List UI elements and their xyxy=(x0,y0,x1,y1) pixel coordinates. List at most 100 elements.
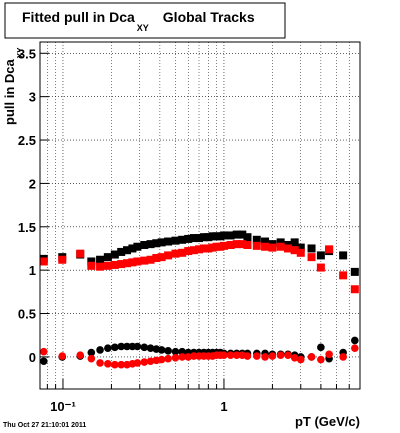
chart-title: Fitted pull in DcaXY Global Tracks xyxy=(22,9,255,33)
circle-marker xyxy=(351,336,359,345)
square-marker xyxy=(117,260,126,269)
circle-marker xyxy=(351,344,359,353)
title-box xyxy=(4,2,286,39)
square-marker xyxy=(284,244,293,253)
circle-marker xyxy=(117,360,125,369)
circle-marker xyxy=(220,351,228,359)
circle-marker xyxy=(157,355,166,364)
square-marker xyxy=(123,259,132,268)
circle-marker xyxy=(171,353,180,362)
y-tick-label: 3.5 xyxy=(18,46,36,61)
square-marker xyxy=(152,254,161,263)
circle-marker xyxy=(76,351,85,359)
circle-marker xyxy=(96,346,104,354)
square-marker xyxy=(58,255,67,264)
circle-marker xyxy=(290,353,299,362)
x-axis-label: pT (GeV/c) xyxy=(295,414,360,429)
square-marker xyxy=(219,241,228,250)
y-tick-label: 2.5 xyxy=(18,133,36,148)
square-marker xyxy=(178,248,187,257)
square-marker xyxy=(96,255,105,264)
circle-marker xyxy=(171,347,180,356)
square-marker xyxy=(204,244,213,253)
square-marker xyxy=(261,242,270,251)
circle-marker xyxy=(104,360,112,368)
circle-marker xyxy=(339,353,347,361)
circle-marker xyxy=(317,355,325,364)
x-tick-label: 10⁻¹ xyxy=(50,399,76,414)
circle-marker xyxy=(58,352,67,360)
square-marker xyxy=(325,245,334,254)
circle-marker xyxy=(39,347,48,356)
circle-marker xyxy=(307,353,316,361)
circle-marker xyxy=(226,351,235,359)
circle-marker xyxy=(268,352,277,360)
circle-marker xyxy=(164,354,172,363)
x-tick-label: 1 xyxy=(220,399,227,414)
square-marker xyxy=(316,263,325,272)
square-marker xyxy=(189,234,198,243)
square-marker xyxy=(123,246,132,255)
square-marker xyxy=(307,244,316,253)
square-marker xyxy=(128,258,137,267)
circle-marker xyxy=(117,342,125,351)
square-marker xyxy=(195,234,204,243)
circle-marker xyxy=(178,353,186,361)
square-marker xyxy=(146,240,155,249)
y-tick-label: 3 xyxy=(29,90,36,105)
square-marker xyxy=(76,249,85,258)
circle-marker xyxy=(232,351,241,359)
title-subscript: XY xyxy=(137,23,149,33)
square-marker xyxy=(140,256,149,265)
circle-marker xyxy=(104,344,112,353)
square-marker xyxy=(96,262,105,271)
circle-marker xyxy=(325,350,333,359)
square-marker xyxy=(146,255,155,264)
square-marker xyxy=(184,234,193,243)
circle-marker xyxy=(157,346,166,354)
y-tick-label: 1 xyxy=(29,263,36,278)
square-marker xyxy=(252,241,261,250)
square-marker xyxy=(164,237,173,246)
timestamp: Thu Oct 27 21:10:01 2011 xyxy=(3,422,86,429)
square-marker xyxy=(268,243,277,252)
square-marker xyxy=(226,231,235,240)
circle-marker xyxy=(253,352,261,360)
square-marker xyxy=(238,230,247,239)
square-marker xyxy=(290,246,299,255)
square-marker xyxy=(128,244,137,253)
square-marker xyxy=(261,237,270,246)
square-marker xyxy=(152,239,161,248)
plot-area xyxy=(40,42,360,389)
square-marker xyxy=(204,233,213,242)
square-marker xyxy=(157,238,166,247)
square-marker xyxy=(133,257,142,266)
marks xyxy=(39,230,359,369)
square-marker xyxy=(226,240,235,249)
title-main: Fitted pull in Dca xyxy=(22,9,135,25)
circle-marker xyxy=(317,343,325,352)
y-tick-label: 0.5 xyxy=(18,307,36,322)
y-tick-label: 0 xyxy=(29,350,36,365)
y-label-subscript: XY xyxy=(16,47,25,58)
title-suffix: Global Tracks xyxy=(163,9,255,25)
circle-marker xyxy=(39,357,48,366)
square-marker xyxy=(243,240,252,249)
square-marker xyxy=(316,251,325,260)
square-marker xyxy=(252,235,261,244)
square-marker xyxy=(178,235,187,244)
square-marker xyxy=(103,253,112,262)
square-marker xyxy=(195,245,204,254)
square-marker xyxy=(157,253,166,262)
y-axis-label: pull in DcaXY xyxy=(2,47,25,125)
square-marker xyxy=(350,285,359,294)
square-marker xyxy=(339,271,348,280)
y-tick-label: 1.5 xyxy=(18,220,36,235)
circle-marker xyxy=(111,360,119,369)
square-marker xyxy=(290,238,299,247)
square-marker xyxy=(350,267,359,276)
square-marker xyxy=(232,240,241,249)
circle-marker xyxy=(133,342,142,351)
